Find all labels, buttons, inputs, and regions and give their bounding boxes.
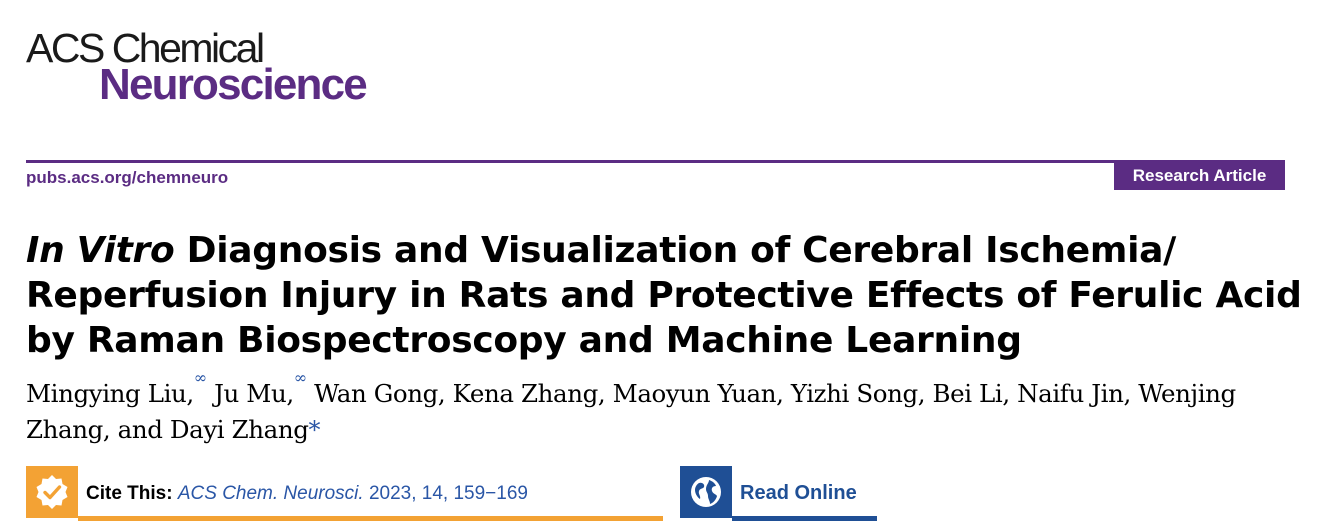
header-rule bbox=[26, 160, 1285, 163]
author-list: Mingying Liu,∞ Ju Mu,∞ Wan Gong, Kena Zh… bbox=[26, 369, 1306, 448]
equal-contribution-mark: ∞ bbox=[193, 367, 207, 387]
cite-label: Cite This: bbox=[86, 483, 173, 504]
cite-icon-box[interactable] bbox=[26, 466, 78, 518]
title-italic: In Vitro bbox=[26, 230, 175, 271]
globe-icon bbox=[691, 477, 721, 507]
cite-underline bbox=[78, 516, 663, 521]
author-name[interactable]: Mingying Liu, bbox=[26, 379, 194, 408]
title-main: Diagnosis and Visualization of Cerebral … bbox=[26, 230, 1302, 361]
author-name[interactable]: Wan Gong, Kena Zhang, Maoyun Yuan, Yizhi… bbox=[26, 379, 1236, 444]
read-online-icon-box[interactable] bbox=[680, 466, 732, 518]
citation-journal: ACS Chem. Neurosci. bbox=[177, 483, 364, 504]
journal-name-line2: Neuroscience bbox=[99, 60, 368, 109]
author-name[interactable]: Ju Mu, bbox=[206, 379, 294, 408]
read-online-underline bbox=[732, 516, 877, 521]
corresponding-author-mark: * bbox=[308, 416, 321, 444]
checkmark-badge-icon bbox=[36, 475, 68, 509]
citation-link[interactable]: ACS Chem. Neurosci. 2023, 14, 159−169 bbox=[178, 483, 528, 504]
journal-name-line1: ACS Chemical bbox=[26, 25, 265, 71]
journal-url-link[interactable]: pubs.acs.org/chemneuro bbox=[26, 168, 229, 187]
article-type-badge: Research Article bbox=[1114, 162, 1285, 190]
equal-contribution-mark: ∞ bbox=[293, 367, 307, 387]
citation-details: 2023, 14, 159−169 bbox=[363, 483, 528, 504]
article-title: In Vitro Diagnosis and Visualization of … bbox=[26, 228, 1306, 363]
read-online-link[interactable]: Read Online bbox=[740, 482, 857, 504]
cite-this: Cite This: ACS Chem. Neurosci. 2023, 14,… bbox=[86, 483, 528, 505]
